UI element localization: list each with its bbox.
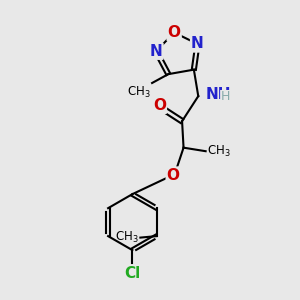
Text: O: O xyxy=(153,98,166,113)
Text: O: O xyxy=(168,25,181,40)
Text: O: O xyxy=(167,168,180,183)
Text: N: N xyxy=(150,44,163,59)
Text: H: H xyxy=(220,90,230,103)
Text: NH: NH xyxy=(206,87,231,102)
Text: CH$_3$: CH$_3$ xyxy=(115,230,139,245)
Text: CH$_3$: CH$_3$ xyxy=(207,144,231,159)
Text: N: N xyxy=(191,36,204,51)
Text: Cl: Cl xyxy=(124,266,140,281)
Text: CH$_3$: CH$_3$ xyxy=(127,85,151,100)
